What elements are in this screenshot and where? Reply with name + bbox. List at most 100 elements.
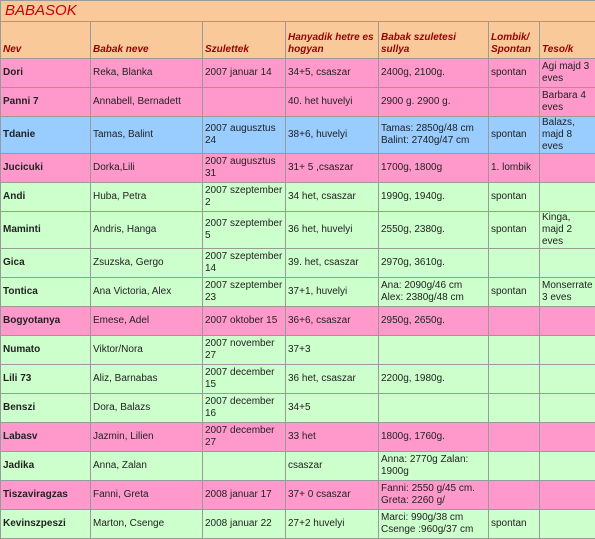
cell-nev[interactable]: Tdanie bbox=[1, 117, 91, 154]
cell-lombik[interactable] bbox=[489, 336, 540, 365]
cell-szulettek[interactable]: 2007 szeptember 5 bbox=[203, 212, 286, 249]
cell-nev[interactable]: Numato bbox=[1, 336, 91, 365]
cell-suly[interactable]: Marci: 990g/38 cm Csenge :960g/37 cm bbox=[379, 510, 489, 539]
cell-babak-neve[interactable]: Annabell, Bernadett bbox=[91, 88, 203, 117]
cell-hanyadik[interactable]: 36 het, huvelyi bbox=[286, 212, 379, 249]
cell-nev[interactable]: Panni 7 bbox=[1, 88, 91, 117]
cell-lombik[interactable] bbox=[489, 365, 540, 394]
cell-lombik[interactable]: spontan bbox=[489, 212, 540, 249]
cell-hanyadik[interactable]: 34 het, csaszar bbox=[286, 183, 379, 212]
cell-suly[interactable]: 2550g, 2380g. bbox=[379, 212, 489, 249]
cell-suly[interactable]: 1800g, 1760g. bbox=[379, 423, 489, 452]
cell-babak-neve[interactable]: Emese, Adel bbox=[91, 307, 203, 336]
cell-suly[interactable]: Ana: 2090g/46 cm Alex: 2380g/48 cm bbox=[379, 278, 489, 307]
cell-suly[interactable]: Tamas: 2850g/48 cm Balint: 2740g/47 cm bbox=[379, 117, 489, 154]
cell-babak-neve[interactable]: Ana Victoria, Alex bbox=[91, 278, 203, 307]
cell-babak-neve[interactable]: Marton, Csenge bbox=[91, 510, 203, 539]
cell-szulettek[interactable]: 2007 januar 14 bbox=[203, 59, 286, 88]
cell-nev[interactable]: Jucicuki bbox=[1, 154, 91, 183]
cell-nev[interactable]: Tontica bbox=[1, 278, 91, 307]
cell-suly[interactable] bbox=[379, 394, 489, 423]
cell-lombik[interactable] bbox=[489, 249, 540, 278]
cell-szulettek[interactable] bbox=[203, 452, 286, 481]
cell-nev[interactable]: Gica bbox=[1, 249, 91, 278]
cell-suly[interactable] bbox=[379, 336, 489, 365]
cell-hanyadik[interactable]: 37+1, huvelyi bbox=[286, 278, 379, 307]
cell-teso[interactable]: Monserrate 3 eves bbox=[540, 278, 595, 307]
cell-suly[interactable]: 2200g, 1980g. bbox=[379, 365, 489, 394]
cell-lombik[interactable]: spontan bbox=[489, 59, 540, 88]
cell-suly[interactable]: Anna: 2770g Zalan: 1900g bbox=[379, 452, 489, 481]
cell-babak-neve[interactable]: Fanni, Greta bbox=[91, 481, 203, 510]
cell-hanyadik[interactable]: 34+5 bbox=[286, 394, 379, 423]
cell-szulettek[interactable]: 2007 augusztus 31 bbox=[203, 154, 286, 183]
cell-babak-neve[interactable]: Andris, Hanga bbox=[91, 212, 203, 249]
cell-szulettek[interactable]: 2007 december 27 bbox=[203, 423, 286, 452]
cell-suly[interactable]: 2900 g. 2900 g. bbox=[379, 88, 489, 117]
cell-szulettek[interactable]: 2008 januar 22 bbox=[203, 510, 286, 539]
cell-suly[interactable]: 2400g, 2100g. bbox=[379, 59, 489, 88]
cell-hanyadik[interactable]: 36+6, csaszar bbox=[286, 307, 379, 336]
cell-szulettek[interactable]: 2007 szeptember 14 bbox=[203, 249, 286, 278]
cell-babak-neve[interactable]: Anna, Zalan bbox=[91, 452, 203, 481]
cell-lombik[interactable]: spontan bbox=[489, 510, 540, 539]
cell-hanyadik[interactable]: 39. het, csaszar bbox=[286, 249, 379, 278]
cell-hanyadik[interactable]: csaszar bbox=[286, 452, 379, 481]
cell-szulettek[interactable]: 2008 januar 17 bbox=[203, 481, 286, 510]
cell-babak-neve[interactable]: Huba, Petra bbox=[91, 183, 203, 212]
cell-nev[interactable]: Dori bbox=[1, 59, 91, 88]
cell-szulettek[interactable]: 2007 oktober 15 bbox=[203, 307, 286, 336]
cell-teso[interactable]: Barbara 4 eves bbox=[540, 88, 595, 117]
cell-suly[interactable]: 1700g, 1800g bbox=[379, 154, 489, 183]
cell-babak-neve[interactable]: Tamas, Balint bbox=[91, 117, 203, 154]
cell-suly[interactable]: 1990g, 1940g. bbox=[379, 183, 489, 212]
cell-teso[interactable] bbox=[540, 423, 595, 452]
cell-hanyadik[interactable]: 34+5, csaszar bbox=[286, 59, 379, 88]
cell-hanyadik[interactable]: 33 het bbox=[286, 423, 379, 452]
cell-lombik[interactable] bbox=[489, 394, 540, 423]
cell-nev[interactable]: Maminti bbox=[1, 212, 91, 249]
cell-teso[interactable] bbox=[540, 183, 595, 212]
cell-babak-neve[interactable]: Dora, Balazs bbox=[91, 394, 203, 423]
cell-szulettek[interactable]: 2007 november 27 bbox=[203, 336, 286, 365]
cell-hanyadik[interactable]: 36 het, csaszar bbox=[286, 365, 379, 394]
cell-teso[interactable] bbox=[540, 365, 595, 394]
cell-babak-neve[interactable]: Viktor/Nora bbox=[91, 336, 203, 365]
cell-szulettek[interactable]: 2007 szeptember 23 bbox=[203, 278, 286, 307]
cell-babak-neve[interactable]: Zsuzska, Gergo bbox=[91, 249, 203, 278]
cell-babak-neve[interactable]: Jazmin, Lilien bbox=[91, 423, 203, 452]
cell-teso[interactable]: Agi majd 3 eves bbox=[540, 59, 595, 88]
cell-szulettek[interactable]: 2007 augusztus 24 bbox=[203, 117, 286, 154]
cell-nev[interactable]: Benszi bbox=[1, 394, 91, 423]
cell-hanyadik[interactable]: 37+ 0 csaszar bbox=[286, 481, 379, 510]
cell-teso[interactable]: Kinga, majd 2 eves bbox=[540, 212, 595, 249]
cell-babak-neve[interactable]: Reka, Blanka bbox=[91, 59, 203, 88]
cell-lombik[interactable]: 1. lombik bbox=[489, 154, 540, 183]
cell-teso[interactable] bbox=[540, 510, 595, 539]
cell-lombik[interactable]: spontan bbox=[489, 278, 540, 307]
cell-teso[interactable] bbox=[540, 452, 595, 481]
cell-nev[interactable]: Tiszaviragzas bbox=[1, 481, 91, 510]
cell-lombik[interactable]: spontan bbox=[489, 117, 540, 154]
cell-teso[interactable] bbox=[540, 336, 595, 365]
cell-nev[interactable]: Jadika bbox=[1, 452, 91, 481]
cell-hanyadik[interactable]: 27+2 huvelyi bbox=[286, 510, 379, 539]
cell-suly[interactable]: Fanni: 2550 g/45 cm. Greta: 2260 g/ bbox=[379, 481, 489, 510]
cell-teso[interactable] bbox=[540, 307, 595, 336]
cell-hanyadik[interactable]: 37+3 bbox=[286, 336, 379, 365]
cell-babak-neve[interactable]: Dorka,Lili bbox=[91, 154, 203, 183]
cell-nev[interactable]: Andi bbox=[1, 183, 91, 212]
cell-suly[interactable]: 2950g, 2650g. bbox=[379, 307, 489, 336]
cell-szulettek[interactable]: 2007 december 15 bbox=[203, 365, 286, 394]
cell-lombik[interactable] bbox=[489, 88, 540, 117]
cell-lombik[interactable] bbox=[489, 481, 540, 510]
cell-teso[interactable] bbox=[540, 249, 595, 278]
cell-lombik[interactable]: spontan bbox=[489, 183, 540, 212]
cell-suly[interactable]: 2970g, 3610g. bbox=[379, 249, 489, 278]
cell-hanyadik[interactable]: 38+6, huvelyi bbox=[286, 117, 379, 154]
cell-szulettek[interactable]: 2007 szeptember 2 bbox=[203, 183, 286, 212]
cell-nev[interactable]: Labasv bbox=[1, 423, 91, 452]
cell-lombik[interactable] bbox=[489, 307, 540, 336]
cell-teso[interactable] bbox=[540, 154, 595, 183]
cell-hanyadik[interactable]: 31+ 5 ,csaszar bbox=[286, 154, 379, 183]
